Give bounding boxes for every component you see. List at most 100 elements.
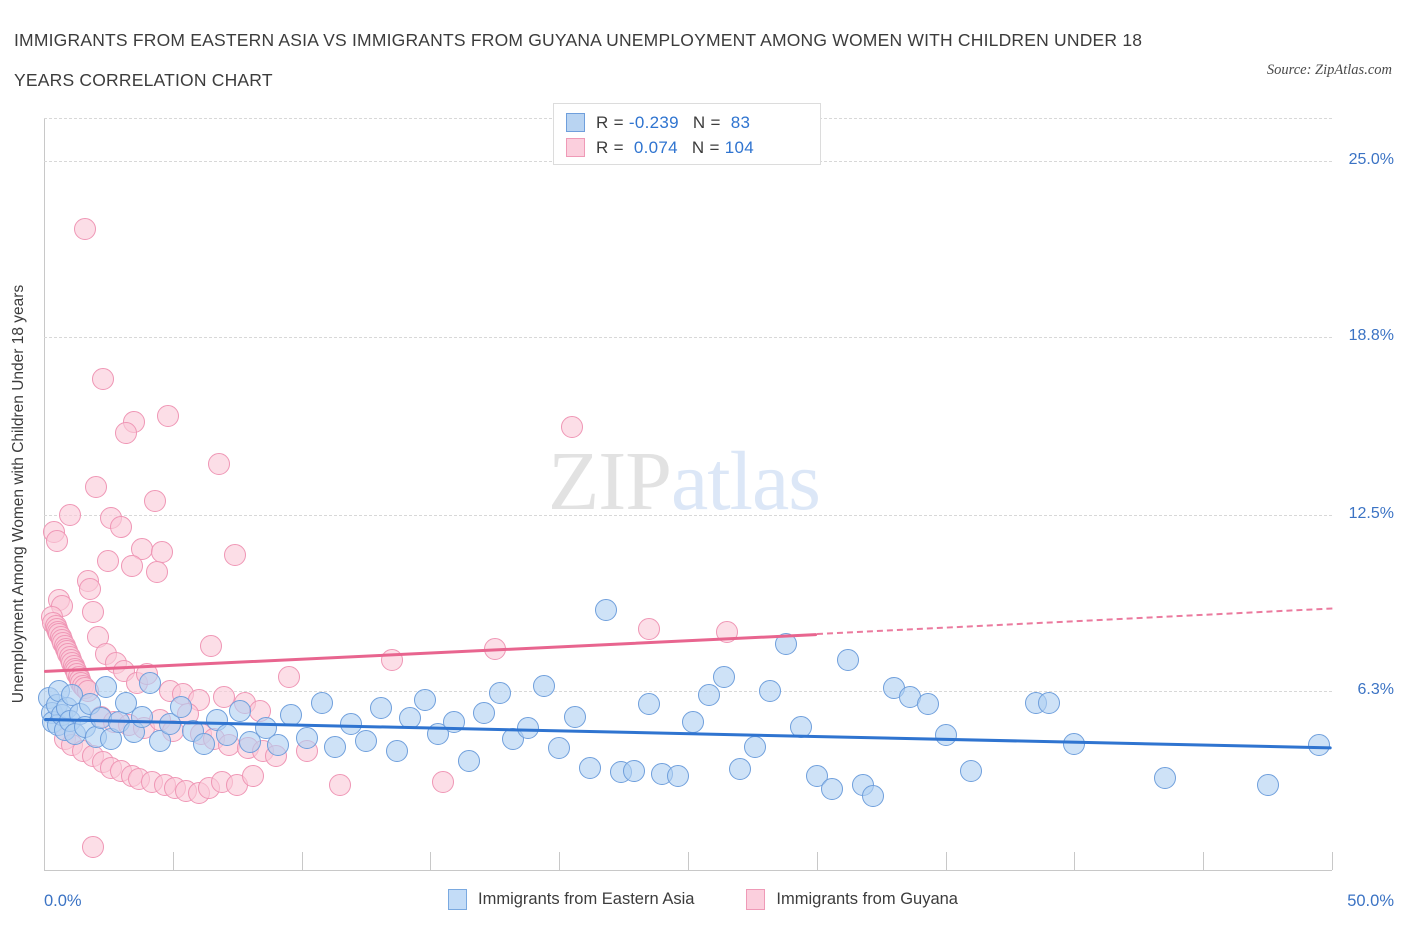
data-point [156,404,179,427]
data-point [115,421,138,444]
y-axis-line [44,118,45,870]
x-tick-8 [1074,852,1076,870]
correlation-legend-row-0: R = -0.239 N = 83 [566,110,810,135]
data-point [1256,773,1279,796]
data-point [759,680,782,703]
legend-swatch-guyana-icon [746,888,766,910]
data-point [143,490,166,513]
data-point [458,749,481,772]
data-point [223,544,246,566]
x-tick-2 [301,852,303,870]
y-axis-title-text: Unemployment Among Women with Children U… [10,284,28,704]
x-tick-1 [172,852,174,870]
data-point [94,675,117,698]
data-point [115,691,138,714]
data-point [84,475,107,498]
data-point [594,599,617,622]
data-point [638,692,661,715]
data-point [548,736,571,759]
x-tick-6 [816,852,818,870]
gridline-y-1 [44,336,1332,338]
data-point [267,734,290,757]
data-point [110,515,133,538]
data-point [148,729,171,752]
page-title-line2: YEARS CORRELATION CHART [14,70,273,90]
legend-item-guyana[interactable]: Immigrants from Guyana [746,888,958,910]
x-tick-3 [430,852,432,870]
x-tick-5 [688,852,689,870]
x-tick-9 [1203,852,1205,870]
series-swatch-eastern-asia-icon [566,113,585,132]
data-point [81,600,104,623]
data-point [1153,766,1176,789]
series-swatch-guyana-icon [566,138,585,157]
data-point [473,701,496,724]
x-axis-line [44,870,1332,871]
source-label: Source: ZipAtlas.com [1266,62,1392,78]
n-value-0: 83 [730,112,751,132]
legend-label-eastern-asia: Immigrants from Eastern Asia [478,889,695,908]
data-point [45,529,68,552]
r-value-1: 0.074 [633,137,678,157]
watermark-zip: ZIP [548,435,672,528]
data-point [295,727,318,750]
x-tick-4 [559,852,561,870]
trendline-guyana [43,633,817,674]
y-tick-label-1: 18.8% [1348,326,1394,344]
correlation-legend-row-1: R = 0.074 N = 104 [566,135,810,160]
legend-label-guyana: Immigrants from Guyana [776,889,958,908]
data-point [579,756,602,779]
data-point [532,674,555,697]
x-tick-10 [1332,852,1333,870]
data-point [682,711,705,734]
n-value-1: 104 [724,137,755,157]
data-point [228,700,251,723]
data-point [355,729,377,752]
data-point [622,759,645,782]
correlation-row-text-0: R = -0.239 N = 83 [596,112,751,132]
data-point [151,541,174,564]
data-point [324,735,347,758]
data-point [329,773,352,796]
y-tick-label-3: 6.3% [1357,681,1394,699]
data-point [666,765,689,788]
data-point [81,836,104,859]
trendline-guyana-extrapolated [816,607,1333,636]
data-point [239,731,262,754]
data-point [960,759,983,782]
data-point [92,368,115,391]
data-point [311,691,334,714]
data-point [821,778,844,801]
data-point [130,705,153,728]
data-point [200,634,223,657]
data-point [916,692,939,715]
data-point [120,555,143,578]
data-point [697,684,720,707]
data-point [561,416,584,439]
data-point [58,504,81,527]
data-point [743,735,766,758]
page-title: IMMIGRANTS FROM EASTERN ASIA VS IMMIGRAN… [14,20,1214,100]
x-axis-max-label: 50.0% [1347,892,1394,910]
data-point [836,649,859,671]
y-tick-label-0: 25.0% [1348,150,1394,168]
data-point [385,739,408,762]
data-point [934,724,957,747]
data-point [862,785,885,808]
y-axis-title: Unemployment Among Women with Children U… [6,118,32,870]
data-point [138,671,161,694]
y-tick-label-2: 12.5% [1348,505,1394,523]
r-value-0: -0.239 [628,112,679,132]
data-point [488,681,511,704]
data-point [241,765,264,788]
data-point [208,453,231,476]
watermark: ZIPatlas [548,440,821,524]
legend-item-eastern-asia[interactable]: Immigrants from Eastern Asia [448,888,695,910]
data-point [713,666,736,689]
data-point [215,724,238,747]
series-legend: Immigrants from Eastern Asia Immigrants … [0,884,1406,914]
correlation-legend: R = -0.239 N = 83 R = 0.074 N = 104 [553,103,821,165]
data-point [432,771,455,794]
correlation-row-text-1: R = 0.074 N = 104 [596,137,755,157]
